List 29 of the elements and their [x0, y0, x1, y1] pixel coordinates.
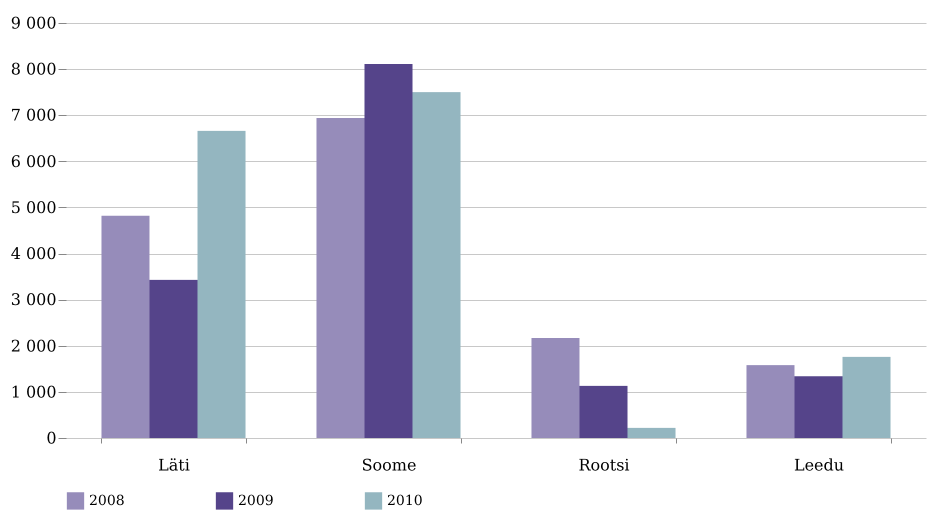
bar [746, 365, 794, 438]
bar [316, 118, 364, 438]
bar [628, 428, 676, 438]
legend-label: 2008 [89, 492, 125, 509]
y-tick-label: 9 000 [10, 14, 56, 32]
y-tick-label: 5 000 [10, 198, 56, 217]
y-tick-label: 3 000 [10, 290, 56, 310]
y-tick-label: 2 000 [10, 336, 56, 356]
y-tick-label: 1 000 [10, 382, 56, 402]
bar [794, 376, 843, 438]
bar [531, 338, 580, 438]
x-tick-label: Soome [362, 456, 416, 474]
y-tick-label: 8 000 [10, 60, 56, 79]
bar [198, 130, 246, 438]
x-tick-label: Leedu [794, 456, 844, 474]
bar [842, 356, 891, 438]
bar [579, 386, 628, 438]
bar [101, 216, 150, 438]
bar [149, 280, 198, 438]
x-tick-label: Läti [158, 456, 190, 474]
x-tick-label: Rootsi [578, 456, 630, 474]
bar [364, 64, 413, 438]
y-tick-label: 0 [46, 428, 56, 448]
y-tick-label: 4 000 [10, 244, 56, 264]
legend-label: 2009 [238, 492, 274, 509]
y-tick-label: 7 000 [10, 106, 56, 125]
legend-label: 2010 [387, 492, 423, 509]
bar [412, 92, 461, 438]
y-tick-label: 6 000 [10, 152, 56, 171]
